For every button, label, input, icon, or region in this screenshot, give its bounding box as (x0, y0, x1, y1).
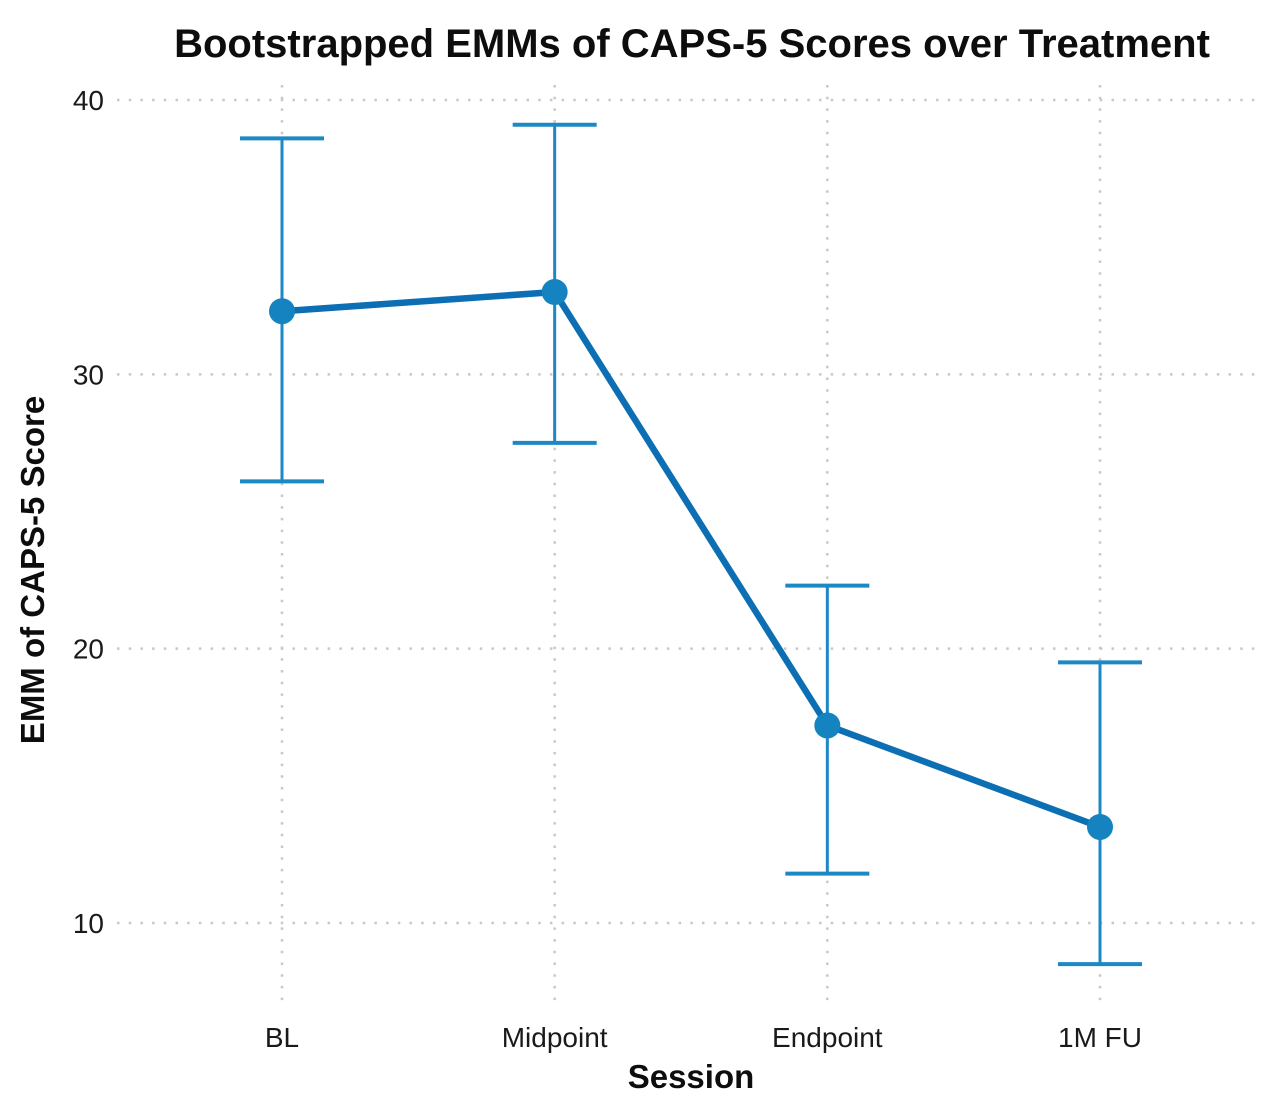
y-tick-label-20: 20 (73, 634, 104, 665)
x-tick-label-1m-fu: 1M FU (1058, 1022, 1142, 1053)
data-point-midpoint (541, 279, 568, 306)
x-axis-title: Session (627, 1058, 755, 1095)
horizontal-gridlines (117, 98, 1260, 925)
y-tick-label-30: 30 (73, 359, 104, 390)
data-point-endpoint (814, 712, 841, 739)
vertical-gridlines (280, 85, 1102, 1007)
x-tick-label-midpoint: Midpoint (502, 1022, 608, 1053)
x-tick-labels: BL Midpoint Endpoint 1M FU (265, 1022, 1142, 1053)
errorbar-1m-fu (1058, 660, 1142, 967)
chart-title: Bootstrapped EMMs of CAPS-5 Scores over … (174, 22, 1210, 66)
y-tick-labels: 10 20 30 40 (73, 85, 104, 939)
y-tick-label-10: 10 (73, 908, 104, 939)
data-point-1m-fu (1087, 813, 1113, 840)
data-points (269, 279, 1113, 840)
y-tick-label-40: 40 (73, 85, 104, 116)
x-tick-label-bl: BL (265, 1022, 299, 1053)
series-line (281, 288, 1102, 831)
error-bars (240, 122, 1142, 967)
x-tick-label-endpoint: Endpoint (772, 1022, 883, 1053)
data-point-bl (269, 298, 295, 325)
